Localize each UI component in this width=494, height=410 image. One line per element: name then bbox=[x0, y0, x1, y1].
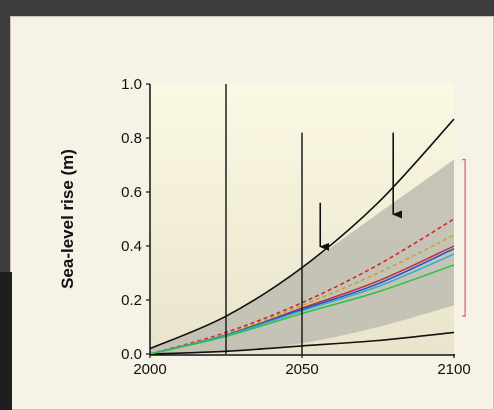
y-tick-label: 0.4 bbox=[121, 238, 142, 255]
x-tick-label: 2050 bbox=[285, 361, 318, 378]
y-tick-label: 1.0 bbox=[121, 76, 142, 93]
left-edge-shadow bbox=[0, 272, 12, 410]
series-line-4 bbox=[149, 234, 455, 355]
range-bracket bbox=[462, 158, 466, 317]
y-axis-title: Sea-level rise (m) bbox=[58, 149, 77, 289]
y-tick-label: 0.8 bbox=[121, 130, 142, 147]
x-tick-label: 2100 bbox=[437, 361, 470, 378]
uncertainty-band bbox=[150, 159, 454, 354]
y-tick-label: 0.0 bbox=[121, 346, 142, 363]
y-tick-label: 0.6 bbox=[121, 184, 142, 201]
series-line-3 bbox=[149, 218, 455, 355]
x-tick-label: 2000 bbox=[133, 361, 166, 378]
y-tick-label: 0.2 bbox=[121, 292, 142, 309]
